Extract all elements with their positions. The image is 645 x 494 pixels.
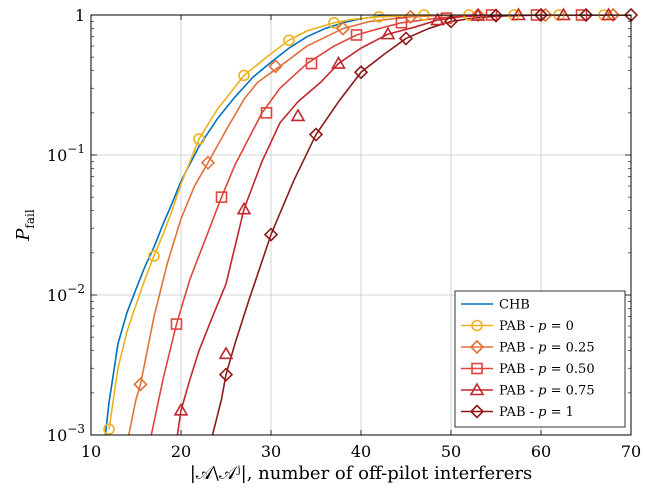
ticks (90, 14, 632, 436)
series-marker-5 (263, 227, 279, 242)
series-marker-1 (103, 423, 115, 436)
series-marker-3 (305, 57, 318, 70)
series-marker-4 (173, 402, 189, 416)
legend-marker-3 (471, 362, 483, 375)
legend-label-3: PAB - p = 0.50 (499, 362, 595, 377)
series-marker-1 (373, 11, 385, 23)
legend-label-1: PAB - p = 0 (499, 319, 574, 334)
series-marker-2 (335, 21, 351, 36)
series-marker-2 (200, 155, 216, 170)
series-marker-2 (133, 377, 148, 392)
series-marker-3 (215, 191, 228, 203)
series-line-1 (108, 15, 631, 430)
series-marker-5 (398, 31, 414, 46)
series-marker-4 (556, 7, 571, 21)
legend-marker-4 (469, 382, 485, 396)
series-marker-5 (218, 367, 234, 382)
y-axis-label-main: P (13, 228, 34, 242)
series-marker-1 (193, 133, 205, 145)
legend-label-4: PAB - p = 0.75 (499, 384, 595, 399)
legend-marker-5 (469, 404, 485, 419)
series-marker-5 (578, 7, 594, 23)
series-line-2 (128, 15, 631, 435)
series-marker-4 (331, 55, 346, 69)
y-tick-label: 10−3 (47, 422, 85, 445)
series-marker-4 (511, 7, 526, 21)
y-tick-label: 1 (75, 6, 85, 25)
legend-marker-2 (469, 339, 485, 355)
series-marker-2 (470, 7, 486, 23)
x-tick-label: 10 (81, 442, 101, 461)
series-marker-1 (283, 34, 295, 47)
series-marker-2 (268, 59, 283, 74)
series-marker-5 (533, 7, 549, 23)
series-marker-4 (380, 26, 396, 40)
x-tick-label: 70 (621, 442, 641, 461)
x-tick-label: 30 (261, 442, 281, 461)
series-marker-4 (290, 108, 306, 122)
series-marker-3 (170, 318, 183, 330)
tick-labels: 10 20 30 40 50 60 70 10−3 10−2 10−1 1 (47, 6, 641, 461)
legend-box (454, 290, 626, 428)
series-marker-4 (218, 346, 234, 360)
series-marker-5 (443, 14, 459, 29)
x-tick-label: 40 (351, 442, 371, 461)
x-axis-label: |𝒜\𝒜ʲ|, number of off-pilot interferers (190, 463, 533, 484)
x-tick-label: 20 (171, 442, 191, 461)
series-marker-1 (238, 69, 250, 82)
y-axis-label-sub: fail (23, 209, 37, 228)
series-marker-4 (430, 12, 445, 26)
series-marker-5 (308, 127, 324, 142)
series-marker-4 (236, 201, 252, 215)
series-marker-3 (395, 16, 408, 29)
series-marker-5 (353, 65, 369, 80)
series-marker-3 (350, 29, 363, 41)
series-marker-3 (260, 107, 273, 119)
legend-label-5: PAB - p = 1 (499, 405, 574, 420)
legend: CHB PAB - p = 0 PAB - p = 0.25 PAB - p = 0.… (454, 290, 626, 428)
series-marker-1 (328, 16, 340, 29)
series-marker-5 (488, 8, 504, 23)
x-tick-label: 50 (441, 442, 461, 461)
legend-marker-1 (471, 319, 483, 332)
y-axis-label: Pfail (13, 209, 37, 242)
legend-label-0: CHB (499, 298, 530, 313)
series-marker-4 (601, 7, 616, 21)
y-tick-label: 10−2 (47, 282, 85, 305)
legend-label-2: PAB - p = 0.25 (499, 341, 595, 356)
y-tick-label: 10−1 (47, 142, 85, 165)
series-marker-1 (148, 250, 160, 262)
x-tick-label: 60 (531, 442, 551, 461)
series-marker-2 (605, 7, 621, 23)
